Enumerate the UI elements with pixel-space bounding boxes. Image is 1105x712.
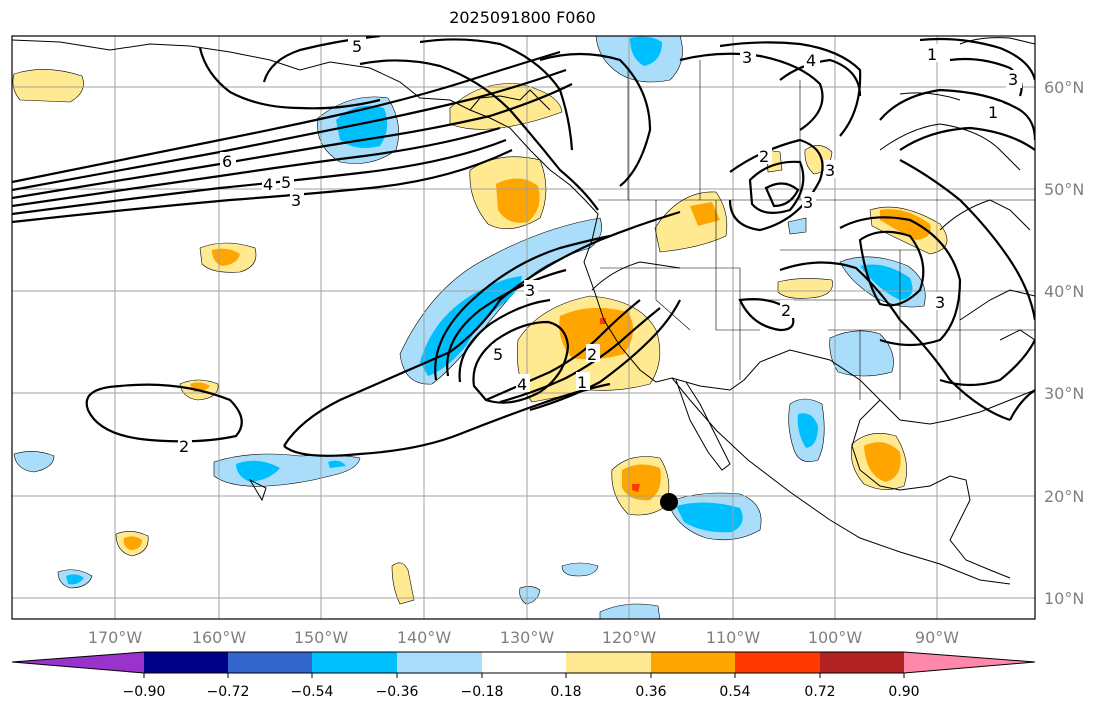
colorbar-segment	[144, 652, 228, 673]
colorbar-tick-label: 0.90	[888, 684, 919, 700]
map-title: 2025091800 F060	[449, 8, 596, 27]
lon-label: 150°W	[294, 628, 349, 647]
contour-lines	[12, 36, 1035, 457]
contour-label: 3	[742, 48, 752, 67]
lon-label: 140°W	[397, 628, 452, 647]
colorbar-tick-label: −0.90	[123, 684, 166, 700]
lat-label: 50°N	[1044, 180, 1084, 199]
colorbar-tick-label: 0.72	[804, 684, 835, 700]
colorbar-tick-label: −0.54	[291, 684, 334, 700]
colorbar-segment	[397, 652, 482, 673]
contour-label: 2	[587, 345, 597, 364]
contour-label: 5	[352, 37, 362, 56]
colorbar-tick-label: 0.54	[719, 684, 750, 700]
lon-label: 110°W	[706, 628, 761, 647]
contour-label: 1	[988, 103, 998, 122]
colorbar-tick-label: −0.72	[207, 684, 250, 700]
lat-label: 20°N	[1044, 487, 1084, 506]
lon-label: 130°W	[500, 628, 555, 647]
graticule	[12, 36, 1035, 619]
colorbar-tick-label: 0.36	[635, 684, 666, 700]
lat-label: 40°N	[1044, 282, 1084, 301]
contour-label: 5	[493, 345, 503, 364]
lat-label: 10°N	[1044, 589, 1084, 608]
contour-label: 1	[577, 373, 587, 392]
contour-label: 2	[781, 301, 791, 320]
contour-label-group: 5 3 4 3 1 2 6 4 5 3 3 5 4 3 2 1 2 2 3	[178, 36, 1022, 456]
map-frame	[11, 35, 1036, 620]
contour-label: 3	[291, 191, 301, 210]
colorbar-tick-label: −0.36	[376, 684, 419, 700]
colorbar-extend-low	[12, 652, 144, 673]
lat-label: 30°N	[1044, 384, 1084, 403]
contour-label: 1	[927, 45, 937, 64]
colorbar-tick-label: 0.18	[550, 684, 581, 700]
contour-label: 3	[1008, 70, 1018, 89]
colorbar-tick-label: −0.18	[461, 684, 504, 700]
latitude-labels: 60°N 50°N 40°N 30°N 20°N 10°N	[1044, 78, 1084, 608]
colorbar: −0.90 −0.72 −0.54 −0.36 −0.18 0.18 0.36 …	[11, 651, 1036, 700]
colorbar-segment	[566, 652, 651, 673]
contour-label: 2	[179, 437, 189, 456]
contour-label: 2	[759, 147, 769, 166]
lon-label: 170°W	[88, 628, 143, 647]
contour-label: 4	[806, 51, 816, 70]
colorbar-segment	[820, 652, 904, 673]
contour-label: 3	[525, 281, 535, 300]
lon-label: 120°W	[602, 628, 657, 647]
lon-label: 100°W	[808, 628, 863, 647]
contour-label: 3	[935, 293, 945, 312]
colorbar-segment	[735, 652, 820, 673]
colorbar-segment	[228, 652, 312, 673]
longitude-labels: 170°W 160°W 150°W 140°W 130°W 120°W 110°…	[88, 628, 959, 647]
contour-label: 3	[825, 161, 835, 180]
colorbar-segment	[482, 652, 566, 673]
storm-position-dot	[660, 493, 678, 511]
colorbar-extend-high	[904, 652, 1035, 673]
colorbar-segment	[651, 652, 735, 673]
contour-label: 6	[222, 152, 232, 171]
contour-label: 4	[263, 175, 273, 194]
lon-label: 90°W	[915, 628, 959, 647]
lon-label: 160°W	[192, 628, 247, 647]
contour-label: 3	[803, 193, 813, 212]
contour-label: 5	[281, 173, 291, 192]
colorbar-segment	[312, 652, 397, 673]
contour-label: 4	[517, 375, 527, 394]
lat-label: 60°N	[1044, 78, 1084, 97]
